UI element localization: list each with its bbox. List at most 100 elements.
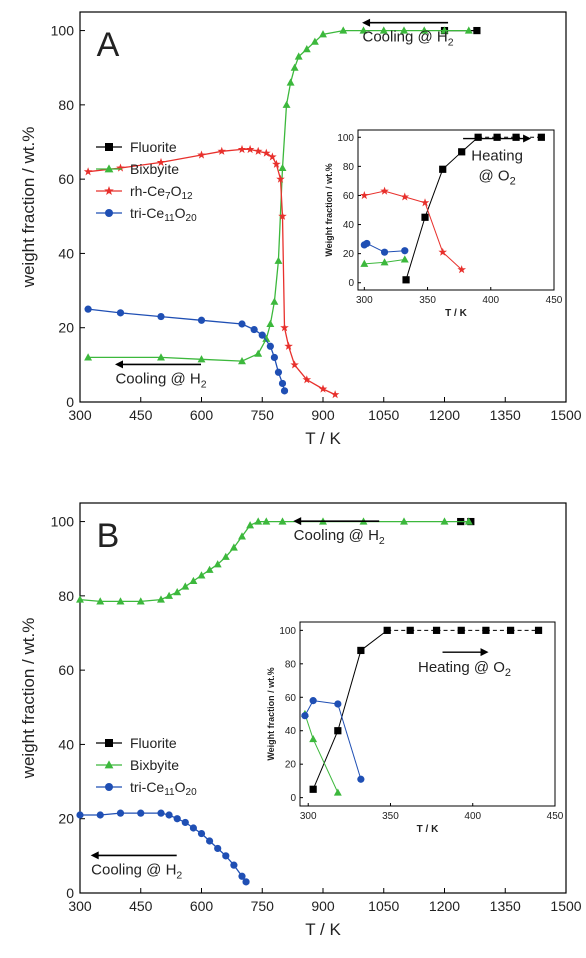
- panel-b-inset-series-fluorite-point: [457, 626, 465, 634]
- panel-a-xtick-label: 300: [68, 407, 92, 423]
- panel-a-series-tri-ce11o20-point: [278, 379, 287, 388]
- panel-a-inset-series-rh-ce7o12-point: [420, 198, 430, 207]
- panel-b-inset-ytick-label: 0: [290, 793, 296, 804]
- panel-a-legend-marker: [105, 143, 113, 151]
- panel-a-series-rh-ce7o12-point: [83, 167, 93, 176]
- panel-a-series-tri-ce11o20: [84, 305, 289, 395]
- panel-a-series-bixbyite-point: [238, 357, 246, 365]
- panel-b-cooling-annotation-2-arrow-head: [90, 851, 99, 860]
- panel-a-inset-series-fluorite-point: [402, 276, 410, 284]
- panel-a-series-rh-ce7o12-point: [237, 144, 247, 154]
- panel-a-series-rh-ce7o12-point: [278, 211, 287, 220]
- panel-a-inset-series-rh-ce7o12-point: [438, 247, 447, 256]
- panel-b-inset-series-bixbyite-point: [333, 788, 342, 796]
- panel-a-series-bixbyite-point: [286, 78, 295, 86]
- panel-a-inset-xlabel: T / K: [445, 308, 467, 319]
- panel-a-series-rh-ce7o12-point: [197, 150, 206, 159]
- panel-a-series-bixbyite-point: [262, 334, 271, 342]
- panel-a-inset-series-tri-ce11o20-point: [401, 247, 409, 255]
- panel-a-inset-heating-gas: @ O2: [479, 168, 516, 188]
- panel-a-inset-series-rh-ce7o12-point: [360, 191, 369, 200]
- panel-b-ytick-label: 80: [58, 588, 74, 604]
- panel-b-inset-xtick-label: 400: [464, 811, 481, 822]
- panel-b-xtick-label: 1500: [550, 898, 581, 914]
- panel-b-inset-ytick-label: 20: [285, 760, 297, 771]
- panel-a-series-bixbyite-point: [84, 353, 93, 361]
- panel-a-cooling-annotation-1-text: Cooling @ H2: [362, 29, 453, 49]
- panel-b-series-bixbyite-point: [262, 517, 271, 525]
- panel-b-cooling-annotation-1-text: Cooling @ H2: [294, 527, 385, 547]
- panel-b-series-bixbyite-point: [246, 521, 255, 529]
- panel-a-inset-frame: [357, 129, 555, 291]
- panel-b-series-bixbyite-point: [400, 517, 408, 525]
- panel-a-series-rh-ce7o12-point: [302, 375, 312, 384]
- panel-a-inset-series-rh-ce7o12: [360, 186, 466, 274]
- panel-a-inset-ytick-label: 80: [343, 162, 355, 173]
- panel-a-series-bixbyite-point: [157, 353, 165, 361]
- panel-b-series-bixbyite-point: [229, 543, 238, 551]
- panel-a-series-rh-ce7o12-point: [268, 152, 277, 161]
- panel-b-series-bixbyite-point: [205, 565, 214, 573]
- panel-b-series-bixbyite: [76, 517, 473, 605]
- panel-b-series-tri-ce11o20-point: [197, 829, 206, 838]
- panel-a-ytick-label: 60: [58, 171, 74, 187]
- panel-b-inset-ytick-label: 60: [285, 693, 297, 704]
- panel-b-series-bixbyite-point: [213, 560, 222, 568]
- panel-b-series-bixbyite-point: [181, 582, 190, 590]
- panel-b-series-tri-ce11o20-point: [116, 809, 125, 817]
- panel-b-ytick-label: 0: [66, 885, 74, 901]
- panel-a-series-bixbyite-point: [254, 349, 263, 357]
- panel-b-series-tri-ce11o20-point: [242, 878, 250, 886]
- panel-a-cooling-annotation-1: Cooling @ H2: [362, 18, 454, 49]
- panel-b-inset-heating-annotation: Heating @ O2: [418, 648, 511, 679]
- panel-a-series-bixbyite-point: [290, 63, 299, 71]
- panel-b-inset-series-tri-ce11o20-point: [334, 700, 342, 708]
- panel-a-ytick-label: 20: [58, 320, 74, 336]
- panel-b-series-bixbyite-point: [76, 595, 84, 603]
- panel-b-legend-label-tri-ce11o20: tri-Ce11O20: [130, 779, 197, 798]
- panel-a-xtick-label: 450: [129, 407, 153, 423]
- panel-a-inset-series-tri-ce11o20: [360, 239, 409, 256]
- panel-a-series-tri-ce11o20-point: [238, 320, 246, 328]
- panel-a-ytick-label: 0: [66, 394, 74, 410]
- panel-b-cooling-annotation-2: Cooling @ H2: [90, 851, 182, 881]
- panel-b-series-tri-ce11o20-point: [230, 861, 238, 869]
- panel-b-inset-ytick-label: 100: [279, 626, 296, 637]
- panel-a-series-rh-ce7o12-point: [290, 360, 299, 369]
- panel-a-inset-series-bixbyite-point: [360, 259, 369, 267]
- panel-a-inset-xtick-label: 350: [419, 295, 436, 306]
- panel-a-series-bixbyite-point: [278, 163, 287, 172]
- panel-a-series-rh-ce7o12: [83, 144, 340, 399]
- panel-b-cooling-annotation-1-arrow-head: [293, 517, 302, 526]
- panel-b-ytick-label: 40: [58, 736, 74, 752]
- panel-a-legend-label-tri-ce11o20: tri-Ce11O20: [130, 205, 197, 224]
- panel-b-xtick-label: 450: [129, 898, 153, 914]
- panel-a-legend-marker: [105, 209, 113, 217]
- panel-a-series-bixbyite-point: [197, 355, 206, 363]
- panel-b-inset-series-bixbyite-segment: [312, 738, 339, 793]
- panel-a-series-bixbyite-point: [274, 256, 283, 264]
- panel-b-series-bixbyite-point: [173, 588, 182, 596]
- panel-a-label: A: [97, 26, 120, 64]
- panel-b-series-bixbyite-point: [278, 517, 287, 525]
- panel-b-series-bixbyite-point: [189, 576, 198, 585]
- panel-b-series-bixbyite-point: [96, 597, 105, 605]
- panel-b-series-tri-ce11o20-point: [238, 872, 246, 880]
- panel-a-inset-ytick-label: 40: [343, 220, 355, 231]
- panel-b-series-bixbyite-point: [197, 571, 206, 579]
- panel-a-inset-ytick-label: 60: [343, 191, 355, 202]
- panel-b-series-tri-ce11o20: [76, 809, 250, 886]
- panel-a-inset-ytick-label: 100: [337, 133, 354, 144]
- panel-b-series-bixbyite-point: [116, 597, 125, 605]
- panel-b-inset-series-fluorite-segment: [312, 730, 339, 790]
- panel-a-legend-label-fluorite: Fluorite: [130, 139, 177, 155]
- panel-a-series-bixbyite-point: [294, 52, 303, 60]
- panel-b-xtick-label: 1350: [490, 898, 521, 914]
- panel-a-inset-series-bixbyite-point: [400, 255, 409, 263]
- panel-a-series-rh-ce7o12-point: [272, 159, 281, 168]
- panel-a-inset-ylabel: Weight fraction / wt.%: [324, 163, 334, 256]
- panel-b-xtick-label: 750: [251, 898, 275, 914]
- panel-a-cooling-annotation-1-arrow-head: [362, 18, 371, 27]
- panel-b-xlabel: T / K: [305, 920, 341, 939]
- panel-a-xtick-label: 1500: [550, 407, 581, 423]
